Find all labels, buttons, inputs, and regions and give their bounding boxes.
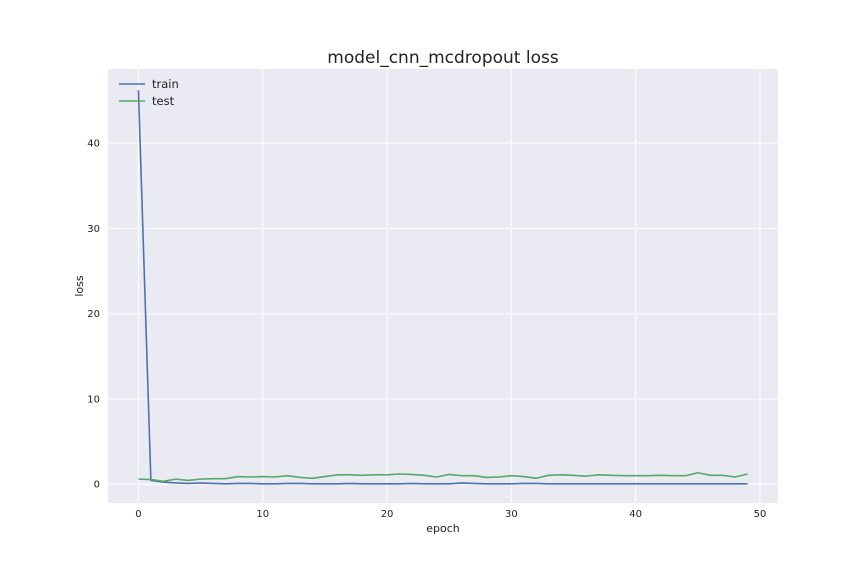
x-axis-label: epoch [426,522,460,535]
x-tick-label: 30 [505,509,518,520]
y-tick-label: 20 [87,309,100,320]
legend: train test [119,77,179,108]
plot-background [108,69,778,503]
series-layer [137,90,748,485]
x-tick-label: 0 [135,509,141,520]
y-tick-label: 10 [87,394,100,405]
x-grid [137,69,761,503]
y-tick-label: 40 [87,139,100,150]
chart-title: model_cnn_mcdropout loss [327,48,559,68]
series-line-train [137,90,748,485]
legend-label-test: test [152,94,175,108]
x-tick-label: 40 [629,509,642,520]
y-tick-label: 0 [94,480,100,491]
y-tick-labels: 0 10 20 30 40 [87,139,100,491]
y-axis-label: loss [73,275,86,297]
series-line-test [138,471,748,483]
y-tick-label: 30 [87,224,100,235]
legend-label-train: train [152,77,179,91]
x-tick-label: 50 [754,509,767,520]
x-tick-label: 10 [256,509,269,520]
x-tick-labels: 0 10 20 30 40 50 [135,509,766,520]
x-tick-label: 20 [381,509,394,520]
